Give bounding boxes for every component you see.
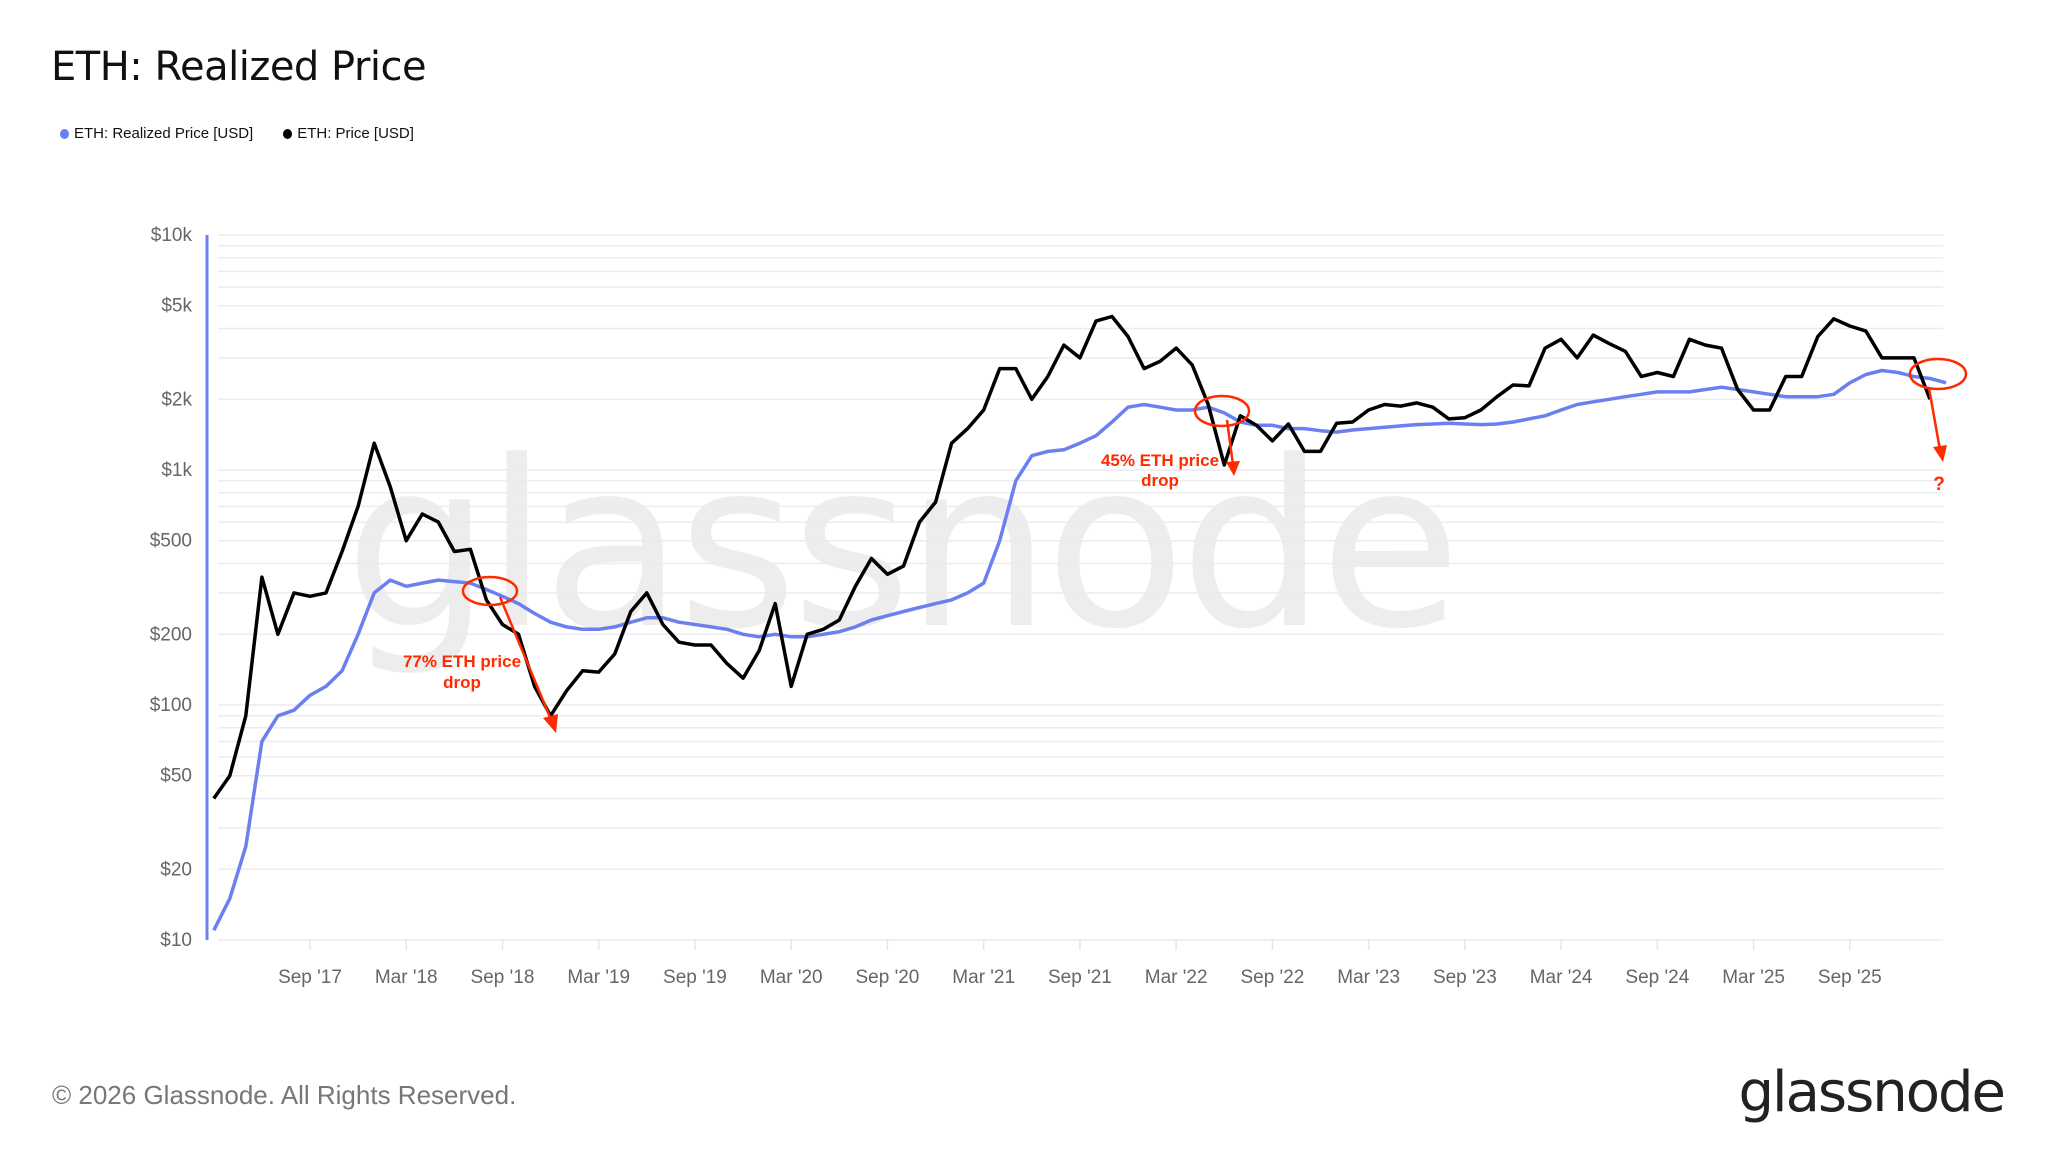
annotation-arrow bbox=[1927, 387, 1942, 451]
x-tick-label: Sep '18 bbox=[471, 967, 535, 988]
x-tick-label: Mar '23 bbox=[1337, 967, 1400, 988]
y-axis: $10k $5k $2k $1k $500 $200 $100 $50 $20 $10 bbox=[150, 225, 209, 951]
annotations: 77% ETH price drop 45% ETH price drop ? bbox=[403, 357, 1968, 733]
price-line bbox=[212, 314, 1932, 800]
annotation-arrow bbox=[498, 596, 554, 723]
arrow-head-icon bbox=[543, 714, 558, 733]
arrow-head-icon bbox=[1933, 445, 1947, 462]
legend-item-realized-price[interactable]: ETH: Realized Price [USD] bbox=[60, 125, 253, 142]
gridlines bbox=[218, 234, 1943, 941]
x-tick-label: Mar '22 bbox=[1145, 967, 1208, 988]
glassnode-logo[interactable]: glassnode bbox=[1738, 1060, 2006, 1125]
x-tick-label: Sep '20 bbox=[856, 967, 920, 988]
legend-item-price[interactable]: ETH: Price [USD] bbox=[283, 125, 414, 142]
annotation-text: drop bbox=[1141, 471, 1179, 490]
annotation-circle bbox=[461, 575, 519, 607]
y-tick-label: $20 bbox=[160, 859, 192, 880]
x-tick-label: Sep '21 bbox=[1048, 967, 1112, 988]
x-tick-label: Sep '25 bbox=[1818, 967, 1882, 988]
x-tick-label: Sep '23 bbox=[1433, 967, 1497, 988]
series-lines bbox=[212, 314, 1947, 932]
x-tick-label: Mar '25 bbox=[1722, 967, 1785, 988]
watermark: glassnode bbox=[345, 413, 1456, 680]
x-tick-label: Sep '19 bbox=[663, 967, 727, 988]
y-tick-label: $100 bbox=[150, 695, 192, 716]
annotation-circle bbox=[1908, 357, 1968, 391]
y-tick-label: $50 bbox=[160, 766, 192, 787]
annotation-text: drop bbox=[443, 673, 481, 692]
x-tick-label: Sep '24 bbox=[1625, 967, 1689, 988]
annotation-text: 77% ETH price bbox=[403, 652, 521, 671]
annotation-text: 45% ETH price bbox=[1101, 451, 1219, 470]
legend: ETH: Realized Price [USD] ETH: Price [US… bbox=[60, 125, 414, 142]
y-tick-label: $1k bbox=[161, 460, 192, 481]
x-tick-label: Mar '21 bbox=[952, 967, 1015, 988]
x-tick-label: Mar '24 bbox=[1530, 967, 1593, 988]
annotation-arrow bbox=[1225, 419, 1235, 466]
x-tick-label: Sep '17 bbox=[278, 967, 342, 988]
y-tick-label: $5k bbox=[161, 296, 192, 317]
legend-label: ETH: Price [USD] bbox=[297, 125, 414, 142]
annotation-text: ? bbox=[1933, 474, 1945, 495]
annotation-circle bbox=[1193, 394, 1251, 428]
x-axis: Sep '17 Mar '18 Sep '18 Mar '19 Sep '19 Mar '… bbox=[278, 940, 1882, 988]
copyright-footer: © 2026 Glassnode. All Rights Reserved. bbox=[52, 1080, 517, 1110]
legend-label: ETH: Realized Price [USD] bbox=[74, 125, 254, 142]
arrow-head-icon bbox=[1226, 461, 1240, 476]
realized-price-line bbox=[212, 368, 1947, 932]
x-tick-label: Mar '18 bbox=[375, 967, 438, 988]
x-tick-label: Mar '19 bbox=[567, 967, 630, 988]
legend-dot-icon bbox=[283, 128, 293, 139]
x-tick-label: Mar '20 bbox=[760, 967, 823, 988]
y-tick-label: $200 bbox=[150, 624, 192, 645]
y-tick-label: $10k bbox=[151, 225, 193, 246]
y-tick-label: $500 bbox=[150, 531, 192, 552]
y-tick-label: $10 bbox=[160, 930, 192, 951]
y-tick-label: $2k bbox=[161, 389, 192, 410]
x-tick-label: Sep '22 bbox=[1240, 967, 1304, 988]
legend-dot-icon bbox=[60, 128, 69, 139]
chart-title: ETH: Realized Price bbox=[51, 44, 427, 90]
